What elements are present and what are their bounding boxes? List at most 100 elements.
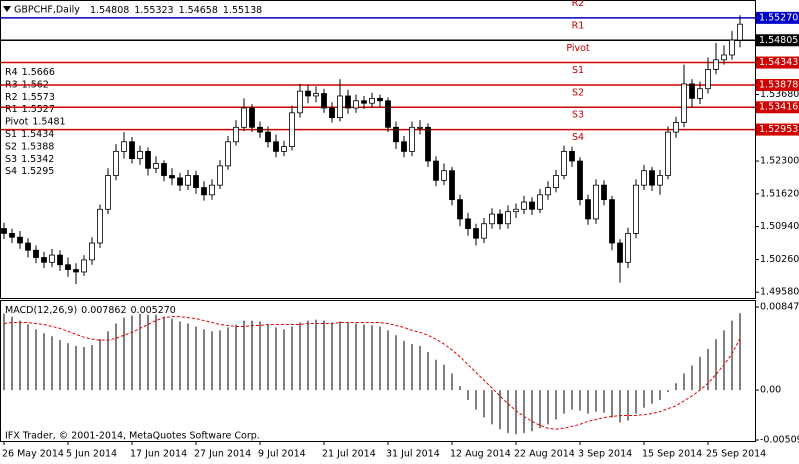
candle-body bbox=[441, 170, 447, 181]
level-name: S2 bbox=[5, 141, 17, 152]
level-box bbox=[756, 78, 799, 91]
candle-body bbox=[713, 59, 719, 70]
candle-body bbox=[289, 112, 295, 147]
price-panel bbox=[0, 0, 756, 299]
candle-body bbox=[657, 175, 663, 186]
level-box bbox=[756, 101, 799, 114]
level-legend: S2 1.5388 bbox=[5, 141, 54, 152]
candle-body bbox=[561, 151, 567, 176]
candle-body bbox=[281, 146, 287, 152]
candle-body bbox=[73, 269, 79, 273]
x-tick-label: 5 Jun 2014 bbox=[66, 449, 117, 460]
y-tick-label: 1.53680 bbox=[760, 89, 799, 100]
candle-body bbox=[121, 141, 127, 152]
x-tick-label: 17 Jun 2014 bbox=[130, 449, 187, 460]
level-legend: R2 1.5573 bbox=[5, 91, 55, 102]
candle-body bbox=[641, 170, 647, 186]
level-legend: S1 1.5434 bbox=[5, 129, 54, 140]
level-value: 1.5527 bbox=[22, 104, 55, 115]
x-tick-label: 21 Jul 2014 bbox=[322, 449, 376, 460]
candle-body bbox=[361, 100, 367, 104]
candle-body bbox=[537, 194, 543, 210]
candle-body bbox=[185, 175, 191, 186]
candle-body bbox=[513, 208, 519, 213]
level-value: 1.5295 bbox=[21, 166, 54, 177]
candle-body bbox=[321, 93, 327, 109]
level-name: S4 bbox=[5, 166, 17, 177]
level-label: S2 bbox=[572, 87, 584, 98]
level-name: Pivot bbox=[5, 116, 29, 127]
level-value: 1.5388 bbox=[21, 141, 54, 152]
candle-body bbox=[65, 264, 71, 270]
x-tick-label: 22 Aug 2014 bbox=[514, 449, 575, 460]
candle-body bbox=[545, 187, 551, 196]
candle-body bbox=[41, 257, 47, 263]
level-legend: R1 1.5527 bbox=[5, 104, 55, 115]
x-tick-label: 26 May 2014 bbox=[2, 449, 64, 460]
candle-body bbox=[617, 242, 623, 263]
candle-body bbox=[9, 232, 15, 238]
candle-body bbox=[729, 39, 735, 56]
candle-body bbox=[113, 151, 119, 176]
candle-body bbox=[593, 184, 599, 220]
x-tick-label: 12 Aug 2014 bbox=[450, 449, 511, 460]
candle-body bbox=[193, 175, 199, 188]
candle-body bbox=[705, 69, 711, 90]
ohlc-readout: 1.54808 1.55323 1.54658 1.55138 bbox=[90, 5, 262, 16]
signal-line bbox=[3, 316, 741, 430]
candle-body bbox=[265, 131, 271, 143]
candle-body bbox=[249, 107, 255, 128]
level-label: R1 bbox=[572, 20, 585, 31]
candle-body bbox=[57, 254, 63, 266]
level-box-label: 1.52953 bbox=[759, 124, 798, 135]
level-box bbox=[756, 56, 799, 69]
candle-body bbox=[81, 259, 87, 273]
y-tick-label: 1.50260 bbox=[760, 254, 799, 265]
candle-body bbox=[329, 107, 335, 119]
candle-body bbox=[433, 160, 439, 181]
candle-body bbox=[393, 126, 399, 143]
candle-body bbox=[177, 177, 183, 186]
candle-body bbox=[665, 131, 671, 176]
level-label: S1 bbox=[572, 65, 584, 76]
macd-name: MACD(12,26,9) bbox=[5, 305, 77, 316]
level-box bbox=[756, 11, 799, 24]
candle-body bbox=[377, 97, 383, 102]
x-tick-label: 15 Sep 2014 bbox=[642, 449, 702, 460]
candle-body bbox=[337, 95, 343, 119]
candle-body bbox=[153, 163, 159, 169]
candle-body bbox=[737, 23, 743, 41]
candle-body bbox=[17, 236, 23, 244]
level-box bbox=[756, 123, 799, 136]
candle-body bbox=[505, 211, 511, 225]
candle-body bbox=[209, 184, 215, 196]
level-label: S3 bbox=[572, 110, 584, 121]
candle-body bbox=[105, 175, 111, 210]
candle-body bbox=[465, 218, 471, 229]
candle-body bbox=[225, 141, 231, 167]
candle-body bbox=[697, 88, 703, 99]
level-name: R2 bbox=[5, 91, 18, 102]
x-tick-label: 31 Jul 2014 bbox=[386, 449, 440, 460]
candle-body bbox=[145, 151, 151, 169]
level-box-label: 1.53878 bbox=[759, 79, 798, 90]
candle-body bbox=[569, 151, 575, 162]
candle-body bbox=[457, 199, 463, 220]
candle-body bbox=[625, 232, 631, 263]
candle-body bbox=[409, 126, 415, 152]
candle-body bbox=[721, 54, 727, 61]
candle-body bbox=[497, 213, 503, 225]
candle-body bbox=[137, 151, 143, 160]
candle-body bbox=[297, 90, 303, 114]
candle-body bbox=[273, 141, 279, 152]
candle-body bbox=[353, 100, 359, 109]
candle-body bbox=[473, 228, 479, 239]
menu-icon bbox=[3, 6, 11, 12]
macd-panel bbox=[0, 300, 756, 442]
candle-body bbox=[241, 107, 247, 128]
level-value: 1.5666 bbox=[22, 67, 55, 78]
candle-body bbox=[553, 175, 559, 188]
level-value: 1.5342 bbox=[21, 153, 54, 164]
